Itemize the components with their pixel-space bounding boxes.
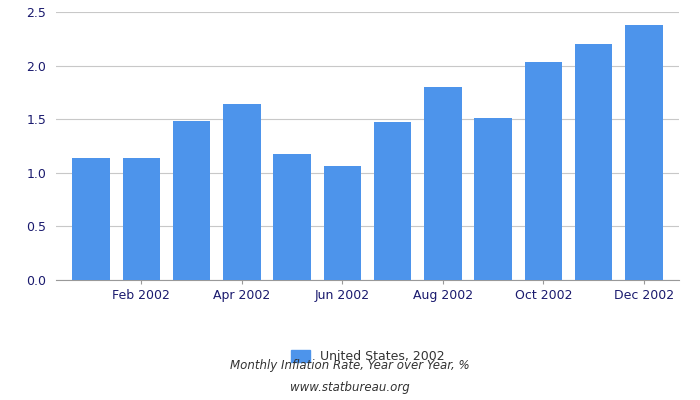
Bar xyxy=(323,166,361,280)
Bar xyxy=(122,158,160,280)
Bar xyxy=(72,158,110,280)
Bar xyxy=(223,104,260,280)
Bar xyxy=(524,62,562,280)
Bar xyxy=(475,118,512,280)
Bar xyxy=(625,25,663,280)
Bar xyxy=(575,44,612,280)
Legend: United States, 2002: United States, 2002 xyxy=(286,345,449,368)
Bar xyxy=(374,122,412,280)
Bar xyxy=(273,154,311,280)
Text: www.statbureau.org: www.statbureau.org xyxy=(290,382,410,394)
Text: Monthly Inflation Rate, Year over Year, %: Monthly Inflation Rate, Year over Year, … xyxy=(230,360,470,372)
Bar xyxy=(424,87,462,280)
Bar xyxy=(173,121,211,280)
